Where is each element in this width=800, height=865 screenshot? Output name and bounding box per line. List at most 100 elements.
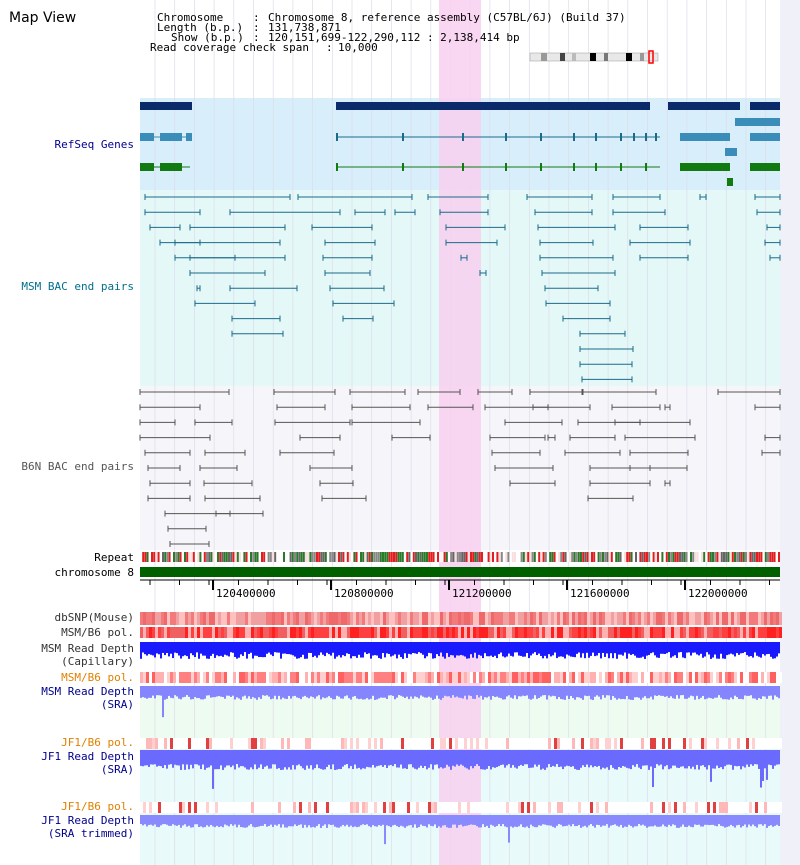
heatmap-cell bbox=[212, 627, 215, 638]
depth-bar bbox=[520, 686, 522, 697]
heatmap-cell bbox=[170, 672, 173, 683]
heatmap-cell bbox=[296, 612, 299, 625]
heatmap-cell bbox=[341, 627, 344, 638]
repeat-element bbox=[672, 552, 675, 562]
heatmap-cell bbox=[521, 738, 524, 749]
repeat-element bbox=[685, 552, 688, 562]
repeat-element bbox=[663, 552, 666, 562]
heatmap-cell bbox=[638, 612, 641, 625]
msm-bac-label[interactable]: MSM BAC end pairs bbox=[21, 280, 134, 293]
heatmap-cell bbox=[428, 738, 431, 749]
repeat-element bbox=[454, 552, 457, 562]
axis-tick-label: 121600000 bbox=[570, 587, 630, 600]
heatmap-cell bbox=[197, 612, 200, 625]
heatmap-cell bbox=[491, 672, 494, 683]
b6n-bac-label[interactable]: B6N BAC end pairs bbox=[21, 460, 134, 473]
b6n-bac-end-pairs-track[interactable] bbox=[139, 389, 781, 547]
depth-bar bbox=[672, 815, 674, 825]
depth-bar bbox=[638, 686, 640, 698]
heatmap-cell bbox=[362, 612, 365, 625]
depth-bar bbox=[522, 750, 524, 766]
heatmap-cell bbox=[599, 738, 602, 749]
depth-bar bbox=[454, 642, 456, 658]
depth-bar bbox=[668, 750, 670, 770]
depth-bar bbox=[580, 686, 582, 699]
heatmap-cell bbox=[662, 738, 665, 749]
heatmap-cell bbox=[776, 672, 779, 683]
depth-bar bbox=[300, 686, 302, 700]
heatmap-cell bbox=[239, 738, 242, 749]
chromosome-ideogram[interactable] bbox=[529, 50, 659, 64]
repeat-element bbox=[357, 552, 360, 562]
depth-bar bbox=[366, 642, 368, 655]
heatmap-cell bbox=[239, 627, 242, 638]
repeat-element bbox=[201, 552, 204, 562]
heatmap-cell bbox=[365, 612, 368, 625]
depth-bar bbox=[532, 750, 534, 768]
refseq-genes-label[interactable]: RefSeq Genes bbox=[54, 138, 134, 151]
depth-bar bbox=[754, 750, 756, 765]
depth-bar bbox=[356, 815, 358, 828]
depth-bar bbox=[712, 686, 714, 699]
depth-bar bbox=[386, 642, 388, 654]
depth-bar bbox=[308, 815, 310, 826]
depth-bar bbox=[448, 686, 450, 697]
repeat-element bbox=[487, 552, 490, 562]
repeat-element bbox=[329, 552, 332, 562]
depth-bar bbox=[714, 642, 716, 655]
depth-bar bbox=[348, 815, 350, 827]
repeat-element bbox=[577, 552, 580, 562]
depth-bar bbox=[710, 686, 712, 699]
heatmap-cell bbox=[323, 612, 326, 625]
heatmap-cell bbox=[200, 802, 203, 813]
heatmap-cell bbox=[569, 738, 572, 749]
repeat-track[interactable] bbox=[140, 552, 780, 562]
depth-bar bbox=[450, 815, 452, 828]
heatmap-cell bbox=[593, 802, 596, 813]
heatmap-cell bbox=[170, 612, 173, 625]
ideogram-position-marker[interactable] bbox=[648, 50, 654, 64]
heatmap-cell bbox=[626, 627, 629, 638]
depth-bar bbox=[182, 815, 184, 826]
heatmap-cell bbox=[491, 612, 494, 625]
depth-bar bbox=[150, 815, 152, 825]
highlight-region[interactable] bbox=[439, 0, 481, 865]
chromosome-bar[interactable] bbox=[140, 567, 780, 577]
depth-bar bbox=[728, 750, 730, 765]
heatmap-cell bbox=[689, 672, 692, 683]
refseq-genes-track[interactable] bbox=[140, 102, 780, 186]
depth-bar bbox=[550, 750, 552, 768]
depth-bar bbox=[690, 750, 692, 769]
heatmap-cell bbox=[743, 738, 746, 749]
heatmap-cell bbox=[359, 802, 362, 813]
depth-bar bbox=[538, 815, 540, 826]
repeat-element bbox=[756, 552, 758, 562]
depth-bar bbox=[476, 686, 478, 696]
depth-bar bbox=[554, 815, 556, 828]
depth-bar bbox=[412, 750, 414, 768]
heatmap-cell bbox=[653, 612, 656, 625]
heatmap-cell bbox=[464, 802, 467, 813]
depth-bar bbox=[766, 642, 768, 655]
repeat-element bbox=[531, 552, 534, 562]
heatmap-cell bbox=[230, 612, 233, 625]
depth-bar bbox=[502, 750, 504, 765]
depth-bar bbox=[482, 815, 484, 825]
repeat-element bbox=[736, 552, 739, 562]
msm-bac-end-pairs-track[interactable] bbox=[144, 194, 781, 383]
depth-bar bbox=[580, 750, 582, 768]
heatmap-cell bbox=[158, 612, 161, 625]
repeat-element bbox=[619, 552, 622, 562]
depth-bar bbox=[426, 815, 428, 828]
heatmap-cell bbox=[317, 802, 320, 813]
heatmap-cell bbox=[515, 738, 518, 749]
repeat-element bbox=[511, 552, 514, 562]
heatmap-cell bbox=[644, 627, 647, 638]
heatmap-cell bbox=[656, 612, 659, 625]
heatmap-cell bbox=[731, 672, 734, 683]
depth-bar bbox=[764, 686, 766, 697]
depth-bar bbox=[258, 750, 260, 768]
heatmap-cell bbox=[758, 738, 761, 749]
heatmap-cell bbox=[515, 672, 518, 683]
depth-bar bbox=[778, 750, 780, 765]
